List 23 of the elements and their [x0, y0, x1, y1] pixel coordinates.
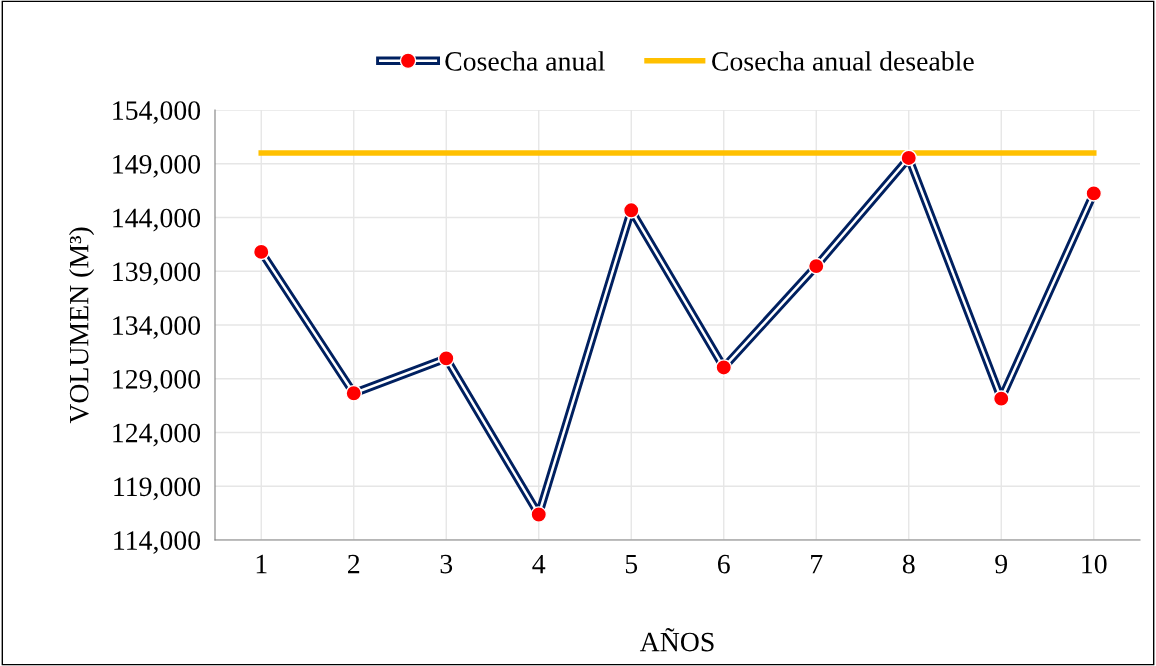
x-tick-label: 2 — [348, 554, 360, 574]
y-tick-label: 154,000 — [113, 101, 201, 124]
y-tick-label: 134,000 — [113, 316, 201, 339]
y-tick-label: 114,000 — [114, 531, 201, 554]
x-tick-label: 5 — [625, 554, 638, 574]
x-tick-label: 8 — [902, 554, 915, 574]
x-axis-title: AÑOS — [639, 627, 714, 652]
legend-label: Cosecha anual — [445, 51, 605, 71]
y-tick-label: 139,000 — [113, 262, 201, 286]
x-tick-label: 1 — [256, 554, 267, 574]
y-axis-title: VOLUMEN (M³) — [68, 227, 95, 424]
x-tick-label: 9 — [995, 554, 1008, 574]
x-tick-label: 4 — [532, 554, 546, 574]
y-tick-label: 149,000 — [113, 154, 201, 178]
x-tick-label: 6 — [718, 554, 730, 574]
y-tick-label: 129,000 — [113, 369, 201, 393]
x-tick-label: 7 — [811, 554, 823, 574]
y-tick-label: 119,000 — [114, 477, 201, 501]
y-tick-label: 144,000 — [113, 208, 201, 232]
legend-label: Cosecha anual deseable — [712, 51, 974, 71]
x-tick-label: 3 — [440, 554, 453, 574]
y-tick-label: 124,000 — [113, 423, 201, 447]
x-tick-label: 10 — [1082, 554, 1107, 574]
